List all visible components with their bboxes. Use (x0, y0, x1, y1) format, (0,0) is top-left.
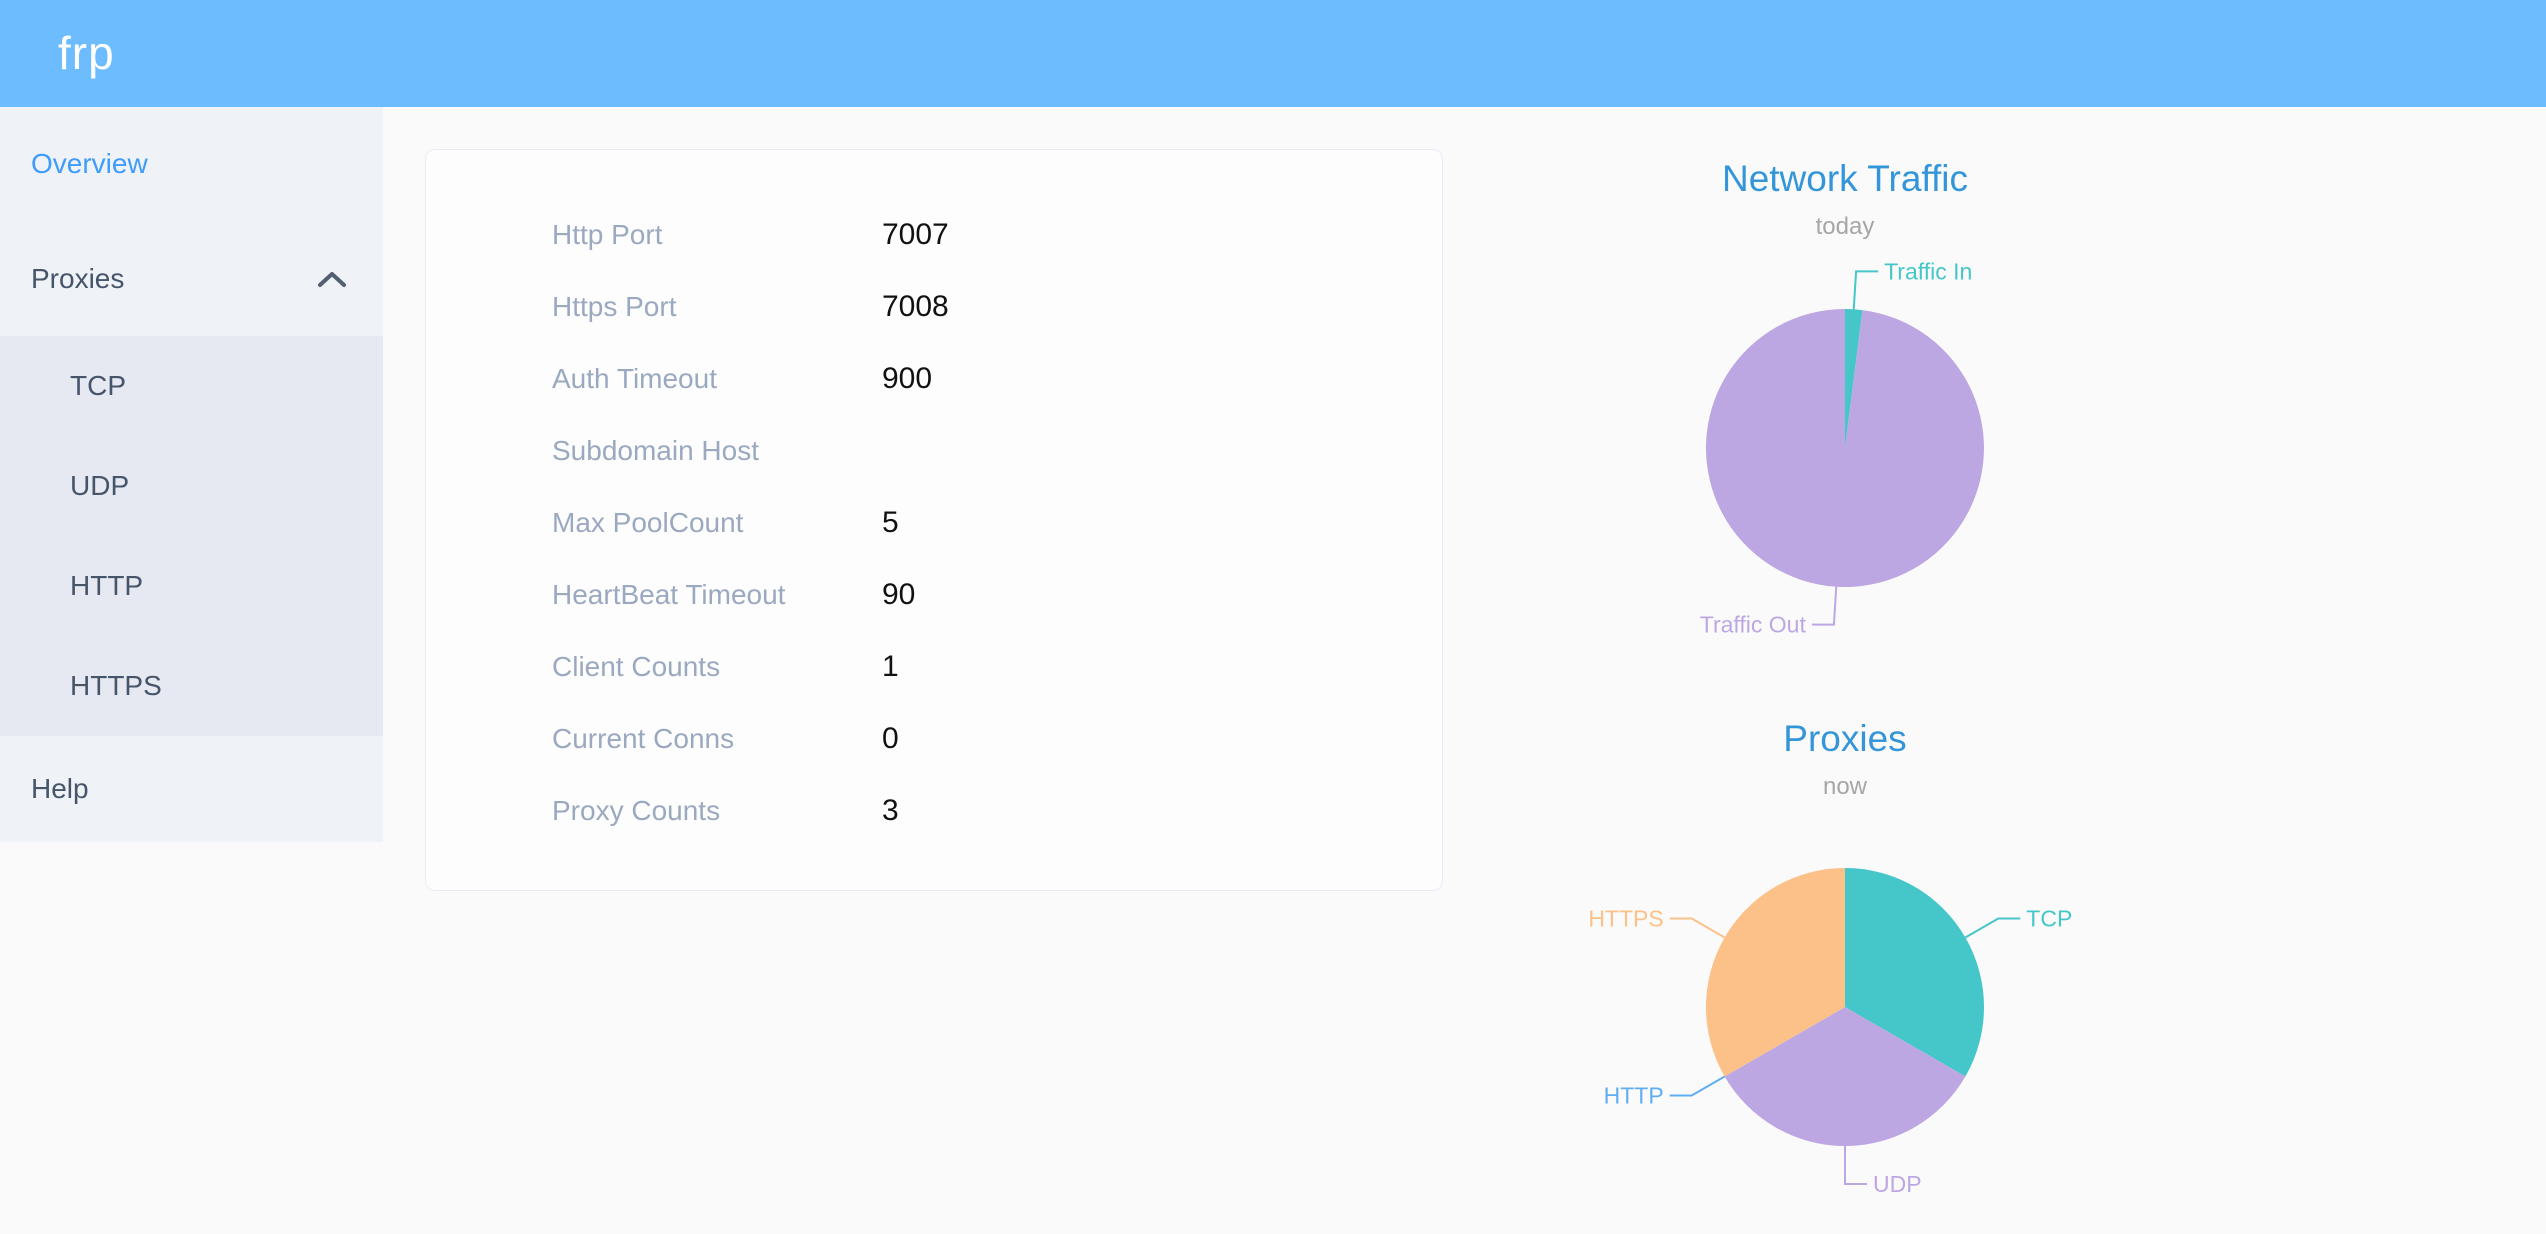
config-row: Proxy Counts 3 (426, 775, 1442, 847)
chart-title-network-traffic: Network Traffic (1721, 158, 1969, 199)
network-traffic-pie: Traffic In Traffic Out (1700, 258, 1984, 638)
sidebar-item-help[interactable]: Help (31, 773, 89, 804)
pie-label-traffic-out: Traffic Out (1700, 612, 1807, 638)
config-value: 7008 (882, 290, 949, 323)
pie-label-udp: UDP (1873, 1171, 1922, 1197)
proxies-pie: TCP UDP HTTP HTTPS (1588, 868, 2072, 1197)
config-label: Auth Timeout (552, 363, 717, 394)
chart-subtitle-proxies: now (1822, 773, 1868, 800)
pie-slice-tcp (1845, 868, 1985, 1077)
config-value: 3 (882, 794, 899, 827)
config-row: HeartBeat Timeout 90 (426, 559, 1442, 631)
server-config-card: Http Port 7007 Https Port 7008 Auth Time… (425, 149, 1443, 891)
sidebar-subitem-https[interactable]: HTTPS (70, 670, 162, 701)
config-row: Client Counts 1 (426, 631, 1442, 703)
pie-leader-tcp (1964, 917, 2021, 939)
pie-leader-https (1669, 917, 1726, 939)
config-label: Current Conns (552, 723, 735, 754)
pie-slice-traffic-out (1705, 309, 1984, 587)
config-label: Client Counts (552, 651, 721, 682)
pie-leader-udp (1844, 1146, 1867, 1185)
config-label: Subdomain Host (552, 435, 760, 466)
config-value: 900 (882, 362, 933, 395)
config-label: Http Port (552, 219, 663, 250)
pie-slice-traffic-in (1845, 309, 1863, 448)
sidebar-item-proxies[interactable]: Proxies (0, 221, 383, 336)
config-label: Max PoolCount (552, 507, 744, 538)
config-value: 7007 (882, 218, 949, 251)
pie-slice-udp (1724, 1007, 1966, 1147)
config-row: Https Port 7008 (426, 271, 1442, 343)
app-logo: frp (58, 27, 115, 79)
pie-label-https: HTTPS (1588, 906, 1663, 932)
sidebar-item-proxies-label: Proxies (31, 262, 125, 294)
pie-label-traffic-in: Traffic In (1884, 258, 1972, 284)
config-label: Proxy Counts (552, 795, 721, 826)
config-row: Subdomain Host (426, 415, 1442, 487)
config-value: 5 (882, 506, 899, 539)
pie-leader-traffic-in (1852, 270, 1879, 310)
chevron-up-icon (317, 270, 347, 288)
pie-label-tcp: TCP (2026, 906, 2072, 932)
config-row: Auth Timeout 900 (426, 343, 1442, 415)
chart-subtitle-network-traffic: today (1815, 213, 1875, 240)
sidebar-subitem-http[interactable]: HTTP (70, 570, 144, 601)
pie-slice-https (1705, 868, 1845, 1077)
config-row: Current Conns 0 (426, 703, 1442, 775)
pie-leader-traffic-out (1811, 586, 1838, 626)
config-value: 0 (882, 722, 899, 755)
app-header: frp (0, 0, 2546, 107)
config-label: HeartBeat Timeout (552, 579, 786, 610)
config-label: Https Port (552, 291, 677, 322)
config-value: 1 (882, 650, 899, 683)
pie-leader-http (1669, 1075, 1726, 1097)
sidebar: Overview Proxies TCP UDP HTTP HTTPS Help (0, 107, 383, 842)
chart-title-proxies: Proxies (1783, 718, 1907, 759)
sidebar-submenu-proxies: TCP UDP HTTP HTTPS (0, 336, 383, 736)
sidebar-subitem-tcp[interactable]: TCP (70, 370, 126, 401)
sidebar-item-overview[interactable]: Overview (31, 148, 148, 179)
sidebar-subitem-udp[interactable]: UDP (70, 470, 130, 501)
pie-label-http: HTTP (1604, 1083, 1664, 1109)
config-row: Http Port 7007 (426, 199, 1442, 271)
config-value: 90 (882, 578, 916, 611)
config-row: Max PoolCount 5 (426, 487, 1442, 559)
